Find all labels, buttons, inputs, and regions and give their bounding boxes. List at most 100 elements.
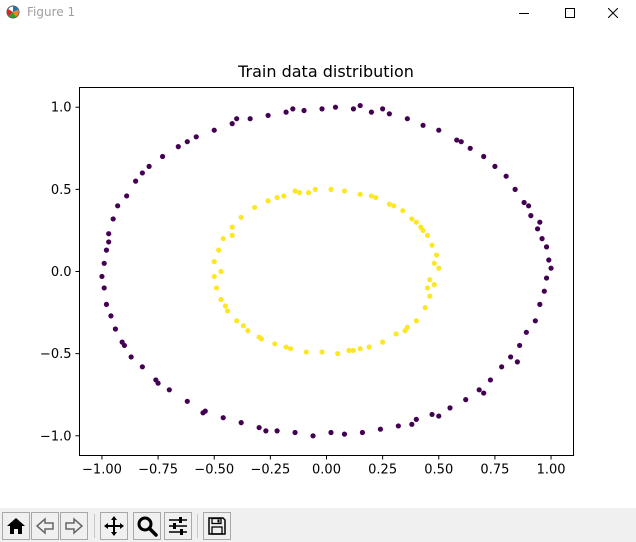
scatter-point	[166, 387, 172, 393]
back-arrow-icon	[35, 517, 54, 535]
scatter-point	[431, 260, 437, 266]
home-button[interactable]	[2, 512, 30, 540]
scatter-point	[413, 219, 419, 225]
scatter-point	[534, 226, 541, 232]
scatter-point	[373, 194, 379, 201]
navigation-toolbar	[0, 508, 636, 542]
minimize-button[interactable]	[501, 0, 547, 26]
toolbar-separator	[197, 514, 198, 538]
scatter-point	[272, 341, 278, 347]
forward-button[interactable]	[60, 512, 88, 540]
scatter-point	[281, 193, 287, 199]
scatter-point	[409, 216, 415, 222]
scatter-point	[101, 260, 107, 266]
scatter-point	[422, 305, 428, 311]
scatter-point	[115, 203, 121, 209]
scatter-point	[292, 188, 298, 194]
scatter-point	[424, 232, 431, 238]
scatter-point	[427, 293, 433, 299]
scatter-point	[159, 153, 166, 160]
y-tick-label: −0.5	[40, 347, 72, 362]
figure-canvas[interactable]: Train data distribution −1.00 −0.75 −0.50−…	[0, 26, 636, 508]
scatter-point	[368, 193, 375, 199]
close-button[interactable]	[590, 0, 636, 26]
scatter-point	[532, 318, 538, 324]
scatter-point	[99, 273, 105, 280]
scatter-point	[220, 415, 226, 421]
scatter-point	[368, 109, 375, 115]
minimize-icon	[519, 13, 529, 14]
scatter-point	[175, 144, 181, 150]
scatter-point	[537, 301, 543, 307]
scatter-point	[139, 364, 145, 370]
scatter-point	[108, 313, 114, 319]
x-tick-label: −0.50	[194, 463, 234, 478]
scatter-point	[283, 344, 289, 350]
scatter-point	[301, 107, 307, 114]
maximize-button[interactable]	[547, 0, 593, 26]
save-button[interactable]	[203, 512, 231, 540]
scatter-point	[402, 328, 408, 334]
x-tick-label: 0.25	[368, 463, 397, 478]
scatter-point	[245, 328, 251, 334]
toolbar-separator	[94, 514, 95, 538]
x-tick-label: 1.00	[537, 463, 566, 478]
scatter-point	[386, 111, 392, 117]
pan-button[interactable]	[100, 512, 128, 540]
x-tick-label: −0.25	[250, 463, 290, 478]
scatter-point	[436, 265, 442, 271]
maximize-icon	[565, 8, 575, 18]
points-layer	[99, 102, 554, 439]
scatter-point	[263, 428, 269, 434]
back-button[interactable]	[31, 512, 59, 540]
scatter-point	[335, 351, 341, 357]
scatter-point	[380, 106, 386, 112]
scatter-point	[436, 127, 442, 133]
scatter-point	[139, 170, 145, 176]
scatter-point	[429, 242, 435, 248]
scatter-point	[238, 420, 244, 426]
zoom-icon	[137, 516, 158, 537]
scatter-point	[305, 190, 312, 196]
scatter-point	[431, 282, 437, 288]
scatter-point	[319, 349, 325, 355]
scatter-point	[247, 116, 253, 122]
scatter-point	[211, 273, 217, 280]
scatter-point	[546, 257, 552, 263]
scatter-point	[229, 224, 235, 230]
home-icon	[7, 518, 25, 534]
scatter-point	[548, 265, 554, 271]
chart-title: Train data distribution	[237, 62, 414, 81]
scatter-point	[525, 203, 532, 209]
scatter-point	[467, 145, 473, 151]
scatter-point	[463, 397, 469, 403]
scatter-point	[357, 191, 363, 197]
scatter-point	[420, 122, 426, 128]
x-tick-label: 0.50	[424, 463, 453, 478]
pan-icon	[104, 516, 124, 536]
scatter-point	[110, 216, 116, 222]
scatter-point	[512, 186, 518, 192]
scatter-point	[543, 275, 550, 281]
scatter-point	[454, 137, 460, 143]
scatter-point	[332, 104, 339, 110]
scatter-point	[211, 127, 217, 133]
scatter-point	[487, 377, 494, 383]
scatter-point	[386, 201, 392, 207]
scatter-point	[543, 244, 550, 250]
scatter-point	[433, 252, 440, 258]
scatter-point	[229, 121, 235, 127]
scatter-point	[256, 334, 262, 340]
scatter-point	[413, 318, 419, 324]
scatter-point	[357, 102, 363, 109]
scatter-point	[220, 236, 226, 242]
matplotlib-icon	[6, 5, 20, 19]
scatter-point	[312, 186, 318, 192]
configure-subplots-button[interactable]	[164, 512, 192, 540]
scatter-point	[101, 285, 107, 291]
scatter-point	[427, 277, 433, 283]
scatter-point	[225, 308, 231, 314]
zoom-button[interactable]	[133, 512, 161, 540]
scatter-point	[328, 429, 334, 436]
scatter-point	[499, 364, 505, 370]
